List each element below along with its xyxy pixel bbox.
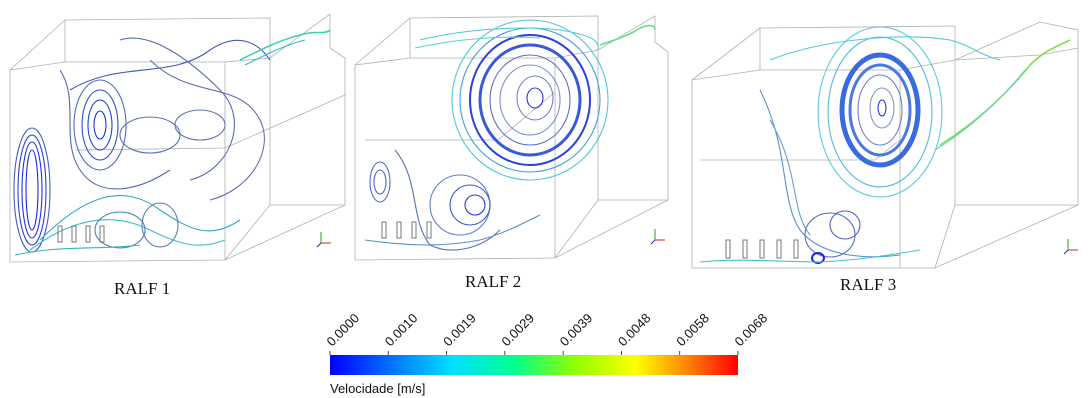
streamlines-panel-3: [699, 26, 1071, 264]
colorbar-tick-label: 0.0010: [382, 310, 421, 349]
colorbar-tick-label: 0.0019: [440, 310, 479, 349]
reactor-panel-2: [354, 15, 669, 261]
streamlines-panel-1: [13, 29, 331, 256]
axis-triad-2: [650, 229, 665, 245]
axis-triad-1: [316, 232, 331, 248]
colorbar-tick-label: 0.0029: [498, 310, 537, 349]
panel-label-ralf-3: RALF 3: [840, 275, 896, 294]
baffles-panel-2: [381, 221, 432, 239]
reactor-panel-3: [691, 21, 1079, 269]
colorbar-title: Velocidade [m/s]: [330, 381, 425, 396]
colorbar-tick-label: 0.0058: [673, 310, 712, 349]
streamlines-panel-2: [364, 19, 656, 251]
panel-label-ralf-2: RALF 2: [465, 272, 521, 291]
baffles-panel-3: [725, 239, 799, 259]
baffles-panel-1: [57, 225, 105, 243]
colorbar-tick-label: 0.0068: [732, 310, 771, 349]
colorbar-tick-label: 0.0000: [324, 310, 363, 349]
colorbar: [330, 355, 738, 375]
axis-triad-3: [1063, 239, 1078, 255]
colorbar-ticks: 0.0000 0.0010 0.0019 0.0029 0.0039 0.0048 0.00…: [324, 310, 771, 355]
colorbar-tick-label: 0.0039: [557, 310, 596, 349]
colorbar-tick-label: 0.0048: [615, 310, 654, 349]
panel-label-ralf-1: RALF 1: [114, 279, 170, 298]
